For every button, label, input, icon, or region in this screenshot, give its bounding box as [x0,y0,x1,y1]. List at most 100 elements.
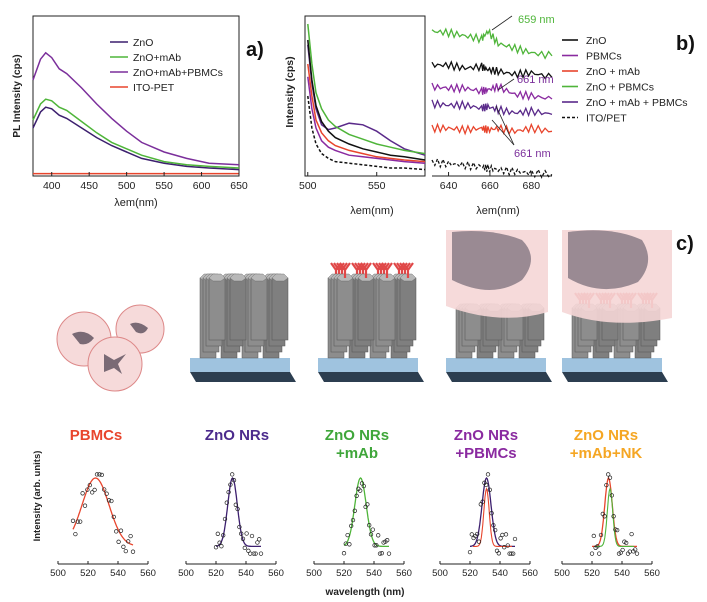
zno-mab-nanorods-rod-3-3 [399,277,417,341]
panel-a-ticks: 400 450 500 550 600 650 [43,172,248,192]
panel-b-label: b) [676,33,695,55]
panel-c-plot-3-point-0 [467,549,473,555]
panel-a: 400 450 500 550 600 650 PL Intensity (cps) λe… [12,15,264,209]
panel-c-plot-2-point-5 [350,517,356,523]
zno-mab-nanorods-antibody-3-2 [381,262,393,278]
panel-a-series [32,51,240,175]
panel-c-plot-0: 500 520 540 560 [50,472,156,579]
zno-mab-nanorods-substrate-top [318,358,418,372]
panel-c-plot-3-point-12 [489,511,494,516]
zno-mab-nanorods-antibody-3-0 [339,262,351,278]
panel-c-plot-1-point-10 [231,478,237,483]
panel-b-left-frame [304,15,426,177]
panel-c-plot-1-point-13 [237,524,242,530]
panel-c-plot-1-point-11 [233,502,238,507]
panel-c-plot-3-point-11 [487,487,492,492]
panel-b-left-series-3 [307,63,426,163]
panel-c-plot-1-point-17 [244,531,249,536]
panel-c-plot-3-point-1 [469,532,474,537]
panel-c-plot-0-tick-label-2: 540 [110,568,126,579]
panel-b-right-xtick-label-2: 680 [523,180,541,192]
panel-b-legend-label-0: ZnO [586,35,606,47]
panel-c-plot-0-point-16 [109,498,114,504]
panel-c-plot-2-tick-label-2: 540 [366,568,382,579]
panel-c-plot-2-point-25 [386,551,392,556]
panel-c-plot-4-point-12 [611,514,616,519]
panel-c-plot-0-point-22 [123,548,128,554]
panel-c-plot-1: 500 520 540 560 [178,472,284,579]
panel-c-label: c) [676,233,694,255]
panel-c-plot-3-tick-label-0: 500 [432,568,448,579]
panel-c-plot-1-point-1 [215,531,220,536]
panel-c-plot-4-point-14 [615,527,620,533]
panel-a-xtick-label-4: 600 [193,180,211,192]
annot-659-label: 659 nm [518,14,555,26]
panel-c-plot-3-point-23 [509,551,514,556]
panel-a-xtick-label-5: 650 [230,180,248,192]
panel-c-plot-2-point-19 [376,533,381,538]
panel-a-legend: ZnO ZnO+mAb ZnO+mAb+PBMCs ITO-PET [110,37,223,94]
panel-c-plot-4-point-3 [595,544,600,549]
panel-c-plot-0-point-6 [85,487,90,492]
panel-c-plots: 500 520 540 560 500 520 540 560 500 520 540 560 500 5… [50,472,660,579]
panel-c-plot-1-point-21 [251,551,256,556]
panel-c-plot-1-tick-label-1: 520 [208,568,224,579]
panel-c-plot-3-point-16 [496,551,501,556]
panel-c-plot-3-point-17 [498,536,503,541]
panel-c-plot-2-point-4 [349,523,354,529]
panel-c-plot-2-point-11 [361,483,366,489]
panel-b-left-series-0 [307,44,426,156]
panel-c-plot-0-tick-label-3: 560 [140,568,156,579]
annot-661-top-label: 661 nm [517,74,554,86]
panel-c-plot-2-tick-label-3: 560 [396,568,412,579]
panel-c-plot-0-point-20 [118,528,124,533]
panel-c-plot-4-point-19 [624,540,629,546]
panel-c-plot-3-point-10 [485,472,491,477]
panel-b-ticks: 500 550 640 660 680 [299,172,540,192]
panel-b-left-xlabel: λem(nm) [350,205,393,217]
panel-c-plot-2-point-2 [345,532,350,538]
panel-b-left-series-4 [307,76,426,164]
zno-mab-nanorods-rod-3-2 [378,277,396,341]
zno-pbmcs-nanorods-substrate-base [446,372,552,382]
panel-c-label-3-line2: +PBMCs [455,445,516,462]
panel-a-legend-label-0: ZnO [133,37,153,49]
panel-c-plot-4-point-17 [620,547,625,553]
panel-a-legend-label-3: ITO-PET [133,82,175,94]
panel-c-plot-3-tick-label-2: 540 [492,568,508,579]
panel-c-plot-3-point-15 [494,548,500,553]
panel-c-plot-0-point-5 [82,503,88,508]
panel-c-plot-1-point-8 [228,482,233,487]
panel-c-plot-3-point-25 [512,536,518,542]
bubble-nk-cell [568,230,649,290]
panel-c-illustrations: c) [56,230,694,392]
panel-b-right-series-0 [431,27,553,60]
panel-b-left-series-2 [307,39,426,161]
panel-c-plot-4-tick-label-0: 500 [554,568,570,579]
panel-a-legend-label-2: ZnO+mAb+PBMCs [133,67,223,79]
panel-c-plot-0-point-25 [130,549,136,554]
panel-a-series-2 [32,51,240,166]
panel-c-plot-0-point-14 [104,491,109,496]
panel-b-right-xtick-label-0: 640 [440,180,458,192]
panel-c-plot-4-tick-label-1: 520 [584,568,600,579]
panel-b-right-xlabel: λem(nm) [476,205,519,217]
panel-c-plot-4-point-4 [597,551,602,556]
panel-c-label-4-line1: ZnO NRs [574,427,638,444]
zno-mab-nanorods-substrate-base [318,372,424,382]
panel-c-plot-1-point-5 [222,516,228,522]
panel-c-plot-2-point-7 [354,493,359,498]
panel-c-plot-0-point-4 [80,491,85,496]
panel-b-right-series [431,27,553,179]
panel-c-plot-1-tick-label-3: 560 [268,568,284,579]
panel-a-xtick-label-1: 450 [80,180,98,192]
cell-2-nucleus [130,322,148,334]
panel-c-plot-2-point-21 [379,551,384,556]
panel-c-plot-1-point-7 [226,489,231,495]
zno-nanorods-rod-3-2 [250,277,268,341]
panel-c-plot-3: 500 520 540 560 [432,472,538,579]
panel-c-plot-2: 500 520 540 560 [306,477,412,579]
panel-c-plot-0-tick-label-1: 520 [80,568,96,579]
panel-c-label-3-line1: ZnO NRs [454,427,518,444]
